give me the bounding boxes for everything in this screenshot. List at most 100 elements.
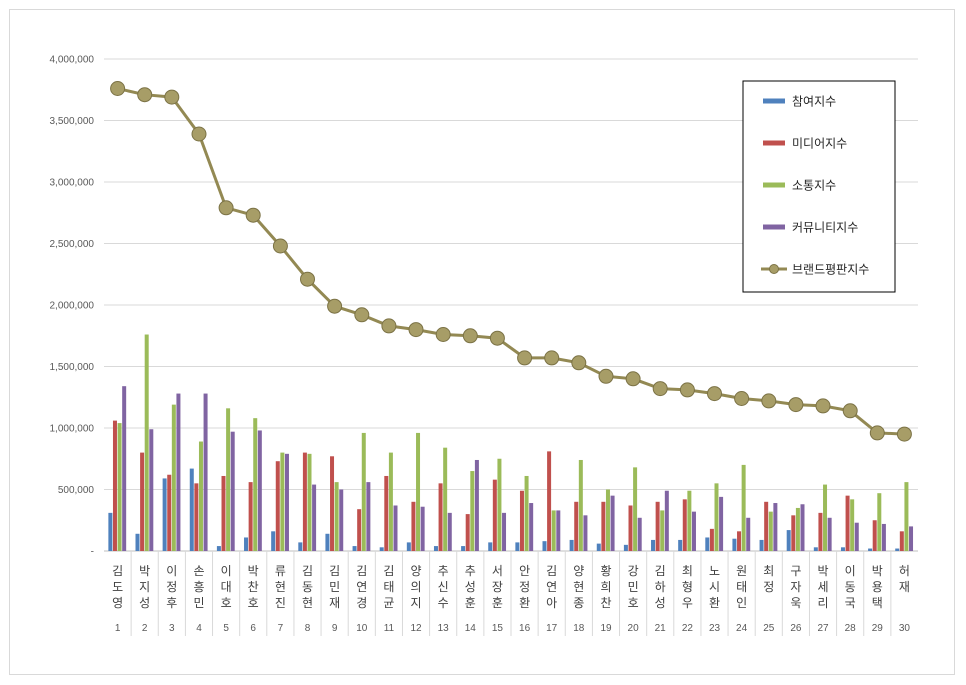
bars [108,334,914,551]
bar [275,461,280,551]
bar [171,404,176,551]
bar [257,430,262,551]
y-tick-label: 2,500,000 [50,239,95,250]
bar [330,456,335,551]
y-tick-label: 1,000,000 [50,424,95,435]
bar [519,490,524,551]
x-rank-label: 7 [278,623,284,634]
bar [461,546,466,551]
bar [687,490,692,551]
bar [488,542,493,551]
x-rank-label: 25 [763,623,775,634]
y-tick-label: 4,000,000 [50,55,95,66]
bar [162,478,167,551]
bar [610,495,615,551]
y-tick-label: 3,500,000 [50,116,95,127]
bar [746,517,751,551]
bar [352,546,357,551]
data-point [896,426,912,442]
y-tick-label: 500,000 [58,485,95,496]
bar [845,495,850,551]
data-point [164,89,180,105]
bar [651,539,656,551]
data-point [272,238,288,254]
x-rank-label: 30 [899,623,911,634]
bar [384,475,389,551]
bar [854,522,859,551]
bar [881,523,886,551]
data-point [788,397,804,413]
x-rank-label: 23 [709,623,721,634]
bar [682,499,687,551]
data-point [734,391,750,406]
bar [122,386,127,551]
data-point [625,371,641,387]
bar [660,510,665,551]
y-axis-ticks: - 500,000 1,000,000 1,500,000 2,000,000 2,500… [50,55,95,558]
bar [791,515,796,551]
data-point [191,126,207,142]
x-rank-label: 12 [410,623,422,634]
bar [271,531,276,551]
bar [443,447,448,551]
bar [709,528,714,551]
bar [800,504,805,551]
data-point [679,382,695,398]
data-point [327,298,343,314]
bar [773,503,778,551]
bar [786,530,791,551]
data-point [489,330,505,346]
bar [189,468,194,551]
x-rank-label: 29 [872,623,884,634]
bar [872,520,877,551]
bar [574,501,579,551]
bar [433,546,438,551]
data-point [571,355,587,371]
x-rank-label: 10 [356,623,368,634]
legend-swatch [763,224,785,230]
bar [140,452,145,551]
x-rank-label: 8 [305,623,311,634]
bar [524,475,529,551]
bar [515,542,520,551]
bar [284,453,289,551]
bar [818,512,823,551]
data-point [517,350,533,366]
x-rank-label: 17 [546,623,558,634]
bar [244,537,249,551]
bar [465,514,470,551]
bar [108,512,113,551]
bar [135,533,140,551]
bar [411,501,416,551]
bar [307,453,312,551]
bar [578,459,583,551]
bar [194,483,199,551]
bar [909,526,914,551]
data-point [435,327,451,342]
bar [248,482,253,551]
bar [298,542,303,551]
legend-swatch [763,182,785,188]
x-rank-label: 11 [384,623,395,634]
bar [438,483,443,551]
bar [678,539,683,551]
bar [416,432,421,551]
bar [312,484,317,551]
bar [895,548,900,551]
bar [339,489,344,551]
bar [551,510,556,551]
